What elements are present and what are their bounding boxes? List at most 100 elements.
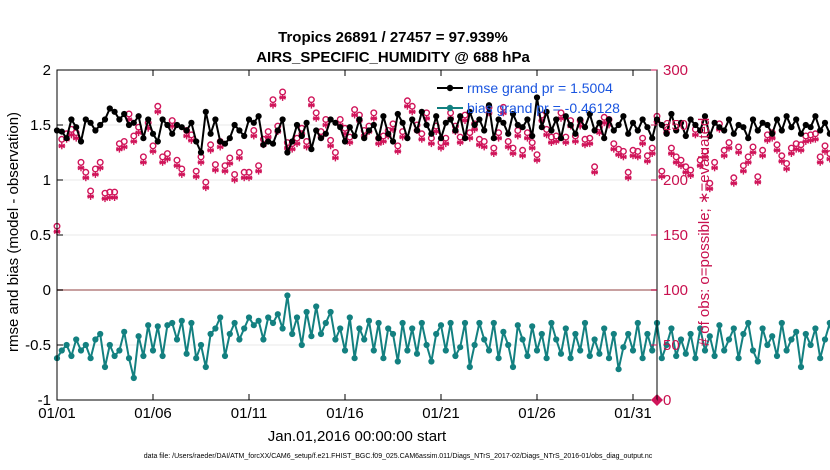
obs-evaluated-point (183, 132, 190, 140)
rmse-point (231, 121, 238, 129)
y-tick-label-right: 100 (663, 282, 688, 299)
bias-point (572, 330, 579, 338)
bias-point (634, 319, 641, 327)
bias-point (428, 358, 435, 365)
bias-point (524, 352, 531, 360)
x-axis-label: Jan.01,2016 00:00:00 start (268, 428, 447, 445)
rmse-point (562, 113, 569, 120)
rmse-point (428, 130, 435, 137)
obs-evaluated-point (720, 152, 728, 160)
rmse-point (322, 130, 329, 137)
y-tick-label-right: 50 (663, 337, 680, 354)
obs-evaluated-point (591, 168, 598, 176)
rmse-point (92, 127, 99, 134)
rmse-point (764, 121, 771, 129)
rmse-point (250, 119, 257, 126)
obs-evaluated-point (826, 155, 830, 163)
bias-point (773, 352, 781, 360)
rmse-point (413, 127, 421, 134)
bias-point (692, 355, 699, 362)
rmse-point (351, 132, 358, 140)
obs-evaluated-point (159, 159, 166, 166)
obs-evaluated-point (68, 131, 75, 139)
obs-evaluated-point (236, 154, 243, 162)
bias-point (423, 341, 430, 349)
obs-possible-point (749, 143, 757, 151)
rmse-point (692, 121, 699, 129)
obs-evaluated-point (759, 152, 766, 160)
bias-point (481, 336, 488, 343)
obs-evaluated-point (408, 108, 416, 116)
obs-evaluated-point (173, 162, 181, 170)
obs-evaluated-point (111, 194, 118, 201)
x-tick-label: 01/11 (231, 405, 267, 422)
bias-point (231, 319, 238, 327)
rmse-point (361, 135, 368, 142)
rmse-point (557, 135, 565, 142)
rmse-point (313, 127, 320, 134)
bias-point (754, 358, 761, 365)
obs-evaluated-point (644, 157, 651, 165)
bias-point (649, 347, 656, 354)
rmse-point (197, 149, 205, 156)
obs-evaluated-point (207, 146, 214, 154)
obs-evaluated-point (192, 173, 200, 181)
rmse-point (725, 116, 733, 123)
y-tick-label-left: 1.5 (30, 117, 51, 134)
bias-point (394, 358, 401, 365)
rmse-point (433, 113, 440, 120)
rmse-point (629, 119, 637, 126)
rmse-point (567, 121, 574, 129)
bias-point (490, 319, 497, 327)
rmse-point (332, 119, 339, 126)
bias-point (130, 374, 137, 382)
obs-possible-point (730, 174, 738, 182)
rmse-point (553, 116, 560, 123)
bias-point (706, 333, 713, 340)
axis-ticks: 01/01 01/06 01/11 01/16 01/21 01/26 01/31 -1 -0.… (25, 62, 688, 422)
rmse-point (97, 121, 104, 129)
obs-evaluated-point (658, 173, 666, 181)
rmse-point (634, 127, 641, 134)
obs-evaluated-point (639, 140, 646, 148)
bias-point (217, 314, 224, 321)
bias-point (533, 347, 541, 354)
legend-entry-bias: bias grand pr = -0.46128 (467, 100, 620, 116)
bias-point (677, 336, 685, 343)
bias-point (586, 352, 593, 360)
x-tick-label: 01/01 (38, 405, 76, 422)
bias-point (437, 322, 445, 329)
bias-point (178, 317, 185, 324)
bias-point (740, 330, 747, 338)
obs-evaluated-point (212, 166, 219, 174)
rmse-point (778, 127, 785, 134)
y-axis-label-right: # of obs: o=possible; ∗=evaluated (696, 118, 713, 347)
y-tick-label-left: 1 (43, 172, 51, 189)
rmse-point (620, 113, 627, 120)
bias-point (697, 325, 704, 332)
bias-point (241, 325, 248, 332)
bias-point (442, 347, 449, 354)
rmse-point (346, 124, 353, 131)
bias-point (173, 336, 181, 343)
bias-point (596, 350, 603, 357)
obs-evaluated-point (312, 115, 320, 122)
x-tick-label: 01/26 (518, 405, 556, 422)
rmse-point (236, 127, 243, 134)
bias-point (188, 319, 195, 327)
bias-point (197, 341, 205, 349)
bias-point (164, 322, 171, 329)
bias-point (63, 341, 70, 349)
obs-evaluated-point (504, 143, 512, 151)
bias-point (413, 350, 421, 357)
rmse-point (241, 132, 248, 140)
rmse-point (677, 119, 685, 126)
bias-point (135, 333, 142, 340)
obs-evaluated-point (72, 134, 80, 142)
y-axis-label-left: rmse and bias (model - observation) (5, 112, 22, 352)
bias-point (125, 355, 133, 362)
bias-point (418, 319, 425, 327)
rmse-point (505, 130, 512, 137)
rmse-point (605, 116, 613, 123)
rmse-point (418, 108, 425, 115)
